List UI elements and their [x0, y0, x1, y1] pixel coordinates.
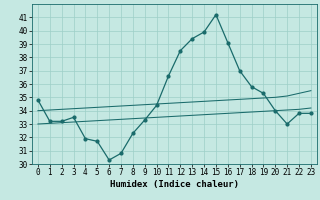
X-axis label: Humidex (Indice chaleur): Humidex (Indice chaleur): [110, 180, 239, 189]
